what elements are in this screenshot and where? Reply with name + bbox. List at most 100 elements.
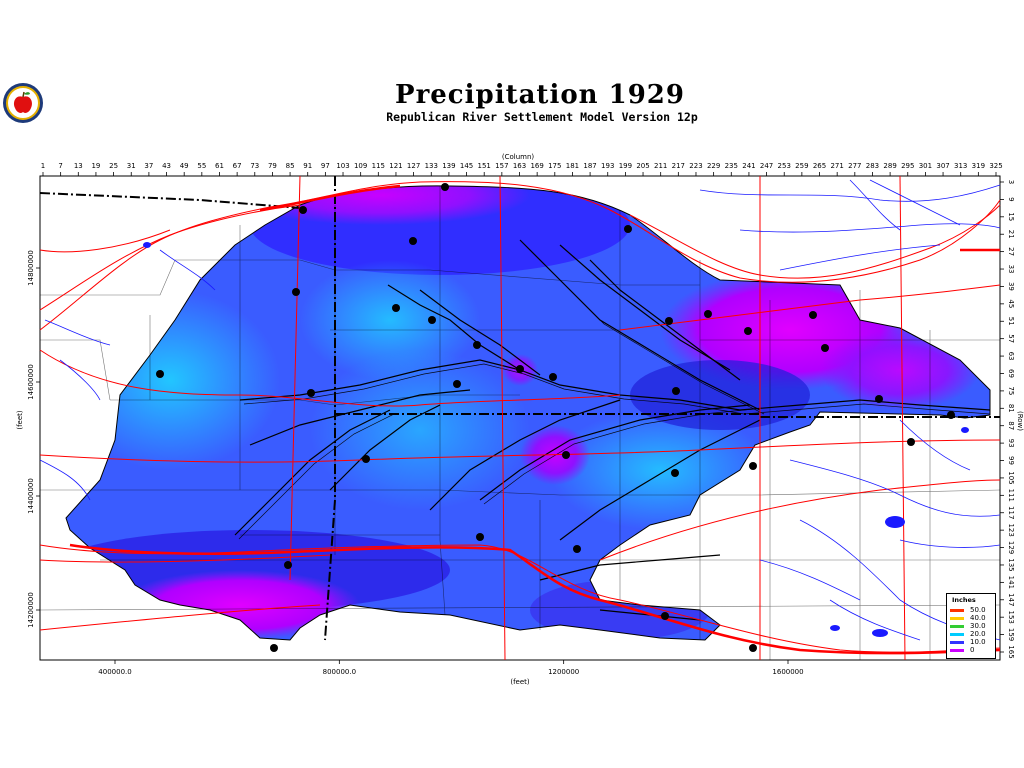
column-tick-label: 79 (268, 162, 277, 170)
y-feet-tick-label: 14400000 (27, 478, 35, 514)
row-tick-label: 135 (1007, 558, 1015, 571)
column-tick-label: 115 (372, 162, 385, 170)
legend-label: 40.0 (970, 614, 986, 622)
legend-label: 0 (970, 646, 975, 654)
column-tick-label: 211 (654, 162, 667, 170)
column-tick-label: 127 (407, 162, 420, 170)
row-tick-label: 3 (1007, 180, 1015, 184)
legend-label: 50.0 (970, 606, 986, 614)
column-tick-label: 19 (91, 162, 100, 170)
y-feet-tick-label: 14600000 (27, 364, 35, 400)
y-feet-axis-ticks: 14800000 14600000 14400000 14200000 (27, 250, 40, 628)
column-tick-label: 133 (425, 162, 438, 170)
column-tick-label: 97 (321, 162, 330, 170)
column-tick-label: 25 (109, 162, 118, 170)
column-tick-label: 271 (830, 162, 843, 170)
row-tick-label: 159 (1007, 628, 1015, 641)
legend-entry: 40.0 (950, 614, 994, 622)
row-tick-label: 105 (1007, 471, 1015, 484)
row-tick-label: 129 (1007, 541, 1015, 554)
column-tick-label: 85 (286, 162, 295, 170)
legend-title: Inches (952, 596, 976, 604)
column-tick-label: 247 (760, 162, 773, 170)
legend-entry: 50.0 (950, 606, 994, 614)
legend-entry: 0 (950, 646, 994, 654)
legend-swatch (950, 633, 964, 636)
page-subtitle: Republican River Settlement Model Versio… (386, 110, 698, 124)
column-tick-label: 163 (513, 162, 526, 170)
column-tick-label: 73 (250, 162, 259, 170)
row-tick-label: 21 (1007, 230, 1015, 239)
column-tick-label: 307 (936, 162, 949, 170)
y-feet-tick-label: 14800000 (27, 250, 35, 286)
legend-swatch (950, 609, 964, 612)
x-feet-axis-ticks: 400000.0 800000.0 1200000 1600000 (98, 660, 804, 676)
legend-swatch (950, 617, 964, 620)
legend-label: 30.0 (970, 622, 986, 630)
column-tick-label: 205 (636, 162, 649, 170)
row-tick-label: 63 (1007, 352, 1015, 361)
column-tick-label: 61 (215, 162, 224, 170)
column-tick-label: 295 (901, 162, 914, 170)
column-tick-label: 277 (848, 162, 861, 170)
column-tick-label: 145 (460, 162, 473, 170)
row-tick-label: 33 (1007, 265, 1015, 274)
column-tick-label: 199 (619, 162, 632, 170)
column-tick-label: 109 (354, 162, 367, 170)
row-tick-label: 69 (1007, 369, 1015, 378)
legend-label: 10.0 (970, 638, 986, 646)
row-axis-ticks: 3915212733394551576369758187939910511111… (1000, 180, 1015, 659)
legend-swatch (950, 625, 964, 628)
row-tick-label: 117 (1007, 506, 1015, 519)
column-tick-label: 289 (883, 162, 896, 170)
column-tick-label: 193 (601, 162, 614, 170)
column-tick-label: 55 (197, 162, 206, 170)
column-tick-label: 181 (566, 162, 579, 170)
x-feet-tick-label: 800000.0 (323, 668, 356, 676)
column-tick-label: 121 (389, 162, 402, 170)
column-tick-label: 187 (583, 162, 596, 170)
column-tick-label: 43 (162, 162, 171, 170)
row-tick-label: 81 (1007, 404, 1015, 413)
column-tick-label: 139 (442, 162, 455, 170)
row-tick-label: 111 (1007, 489, 1015, 502)
row-tick-label: 153 (1007, 610, 1015, 623)
column-tick-label: 313 (954, 162, 967, 170)
column-tick-label: 229 (707, 162, 720, 170)
column-tick-label: 1 (41, 162, 45, 170)
column-axis-ticks: 1 7 13 19 25 31 37 43 49 55 61 67 73 79 85 91 97 103 109 11… (41, 162, 1003, 176)
legend-entry: 20.0 (950, 630, 994, 638)
row-tick-label: 123 (1007, 523, 1015, 536)
x-feet-tick-label: 1600000 (772, 668, 803, 676)
row-tick-label: 57 (1007, 334, 1015, 343)
column-tick-label: 67 (233, 162, 242, 170)
legend-swatch (950, 641, 964, 644)
column-tick-label: 13 (74, 162, 83, 170)
column-tick-label: 91 (303, 162, 312, 170)
column-tick-label: 259 (795, 162, 808, 170)
legend-entry: 30.0 (950, 622, 994, 630)
row-tick-label: 45 (1007, 299, 1015, 308)
column-tick-label: 175 (548, 162, 561, 170)
column-tick-label: 49 (180, 162, 189, 170)
column-tick-label: 325 (989, 162, 1002, 170)
y-feet-tick-label: 14200000 (27, 592, 35, 628)
column-tick-label: 253 (778, 162, 791, 170)
column-tick-label: 223 (689, 162, 702, 170)
row-tick-label: 51 (1007, 317, 1015, 326)
row-tick-label: 39 (1007, 282, 1015, 291)
row-tick-label: 9 (1007, 197, 1015, 201)
x-feet-tick-label: 400000.0 (98, 668, 131, 676)
row-tick-label: 93 (1007, 439, 1015, 448)
row-axis-title: (Row) (1016, 411, 1024, 431)
legend-entry: 10.0 (950, 638, 994, 646)
column-tick-label: 217 (672, 162, 685, 170)
row-tick-label: 75 (1007, 386, 1015, 395)
x-feet-axis-title: (feet) (510, 678, 530, 686)
column-tick-label: 151 (478, 162, 491, 170)
column-axis-title: (Column) (502, 153, 535, 161)
column-tick-label: 103 (336, 162, 349, 170)
column-tick-label: 7 (58, 162, 62, 170)
row-tick-label: 87 (1007, 421, 1015, 430)
